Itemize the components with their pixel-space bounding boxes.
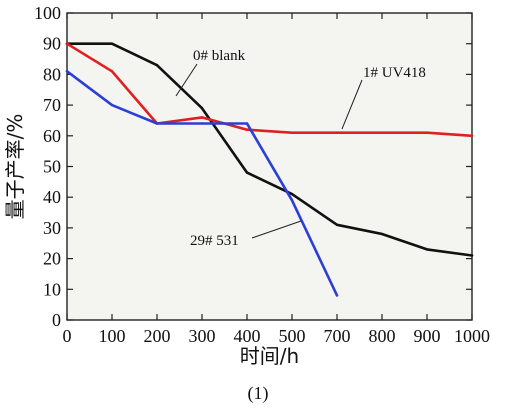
y-tick-label: 50 <box>43 157 61 177</box>
figure-caption: (1) <box>248 383 269 404</box>
data-point <box>335 223 339 226</box>
plot-background <box>67 13 472 320</box>
annotation-leader <box>341 79 363 130</box>
x-tick-label: 100 <box>99 326 126 346</box>
data-point <box>470 134 474 137</box>
y-tick-label: 10 <box>43 279 61 299</box>
x-tick-label: 700 <box>324 326 351 346</box>
annotation-leader <box>251 220 302 239</box>
data-point <box>290 199 294 202</box>
data-point <box>155 63 159 67</box>
data-point <box>200 122 204 125</box>
x-tick-label: 300 <box>189 326 216 346</box>
data-point <box>245 122 249 125</box>
y-tick-label: 90 <box>43 34 61 54</box>
series-line-0 <box>65 42 474 257</box>
y-tick-label: 70 <box>43 95 61 115</box>
x-axis-title: 时间/h <box>240 344 299 368</box>
data-point <box>110 103 114 107</box>
data-point <box>380 131 384 134</box>
series-annotation: 1# UV418 <box>363 65 426 81</box>
x-tick-label: 500 <box>279 326 306 346</box>
data-point <box>290 192 294 196</box>
data-point <box>380 232 384 236</box>
x-tick-label: 1000 <box>454 326 490 346</box>
y-tick-label: 60 <box>43 126 61 146</box>
data-point <box>200 116 204 119</box>
data-point <box>335 131 339 134</box>
data-point <box>110 70 114 73</box>
data-point <box>245 128 249 131</box>
x-tick-label: 800 <box>369 326 396 346</box>
data-point <box>290 131 294 134</box>
y-tick-label: 30 <box>43 218 61 238</box>
series-annotation: 29# 531 <box>190 233 239 249</box>
annotation-leader <box>175 63 198 97</box>
data-point <box>335 294 339 297</box>
x-tick-label: 200 <box>144 326 171 346</box>
data-point <box>110 42 114 45</box>
series-line-1 <box>65 42 474 138</box>
data-point <box>245 171 249 174</box>
data-point <box>65 42 69 45</box>
y-axis-title: 量子产率/% <box>3 114 27 220</box>
y-tick-label: 80 <box>43 64 61 84</box>
data-point <box>425 248 429 251</box>
x-tick-label: 900 <box>414 326 441 346</box>
y-tick-label: 20 <box>43 249 61 269</box>
y-tick-label: 40 <box>43 187 61 207</box>
data-point <box>470 254 474 257</box>
data-point <box>425 131 429 134</box>
x-tick-label: 0 <box>63 326 72 346</box>
data-point <box>65 70 69 73</box>
data-point <box>200 107 204 110</box>
series-annotation: 0# blank <box>193 48 246 64</box>
data-point <box>155 122 159 125</box>
x-tick-label: 400 <box>234 326 261 346</box>
y-tick-label: 100 <box>34 3 61 23</box>
y-tick-label: 0 <box>52 310 61 330</box>
